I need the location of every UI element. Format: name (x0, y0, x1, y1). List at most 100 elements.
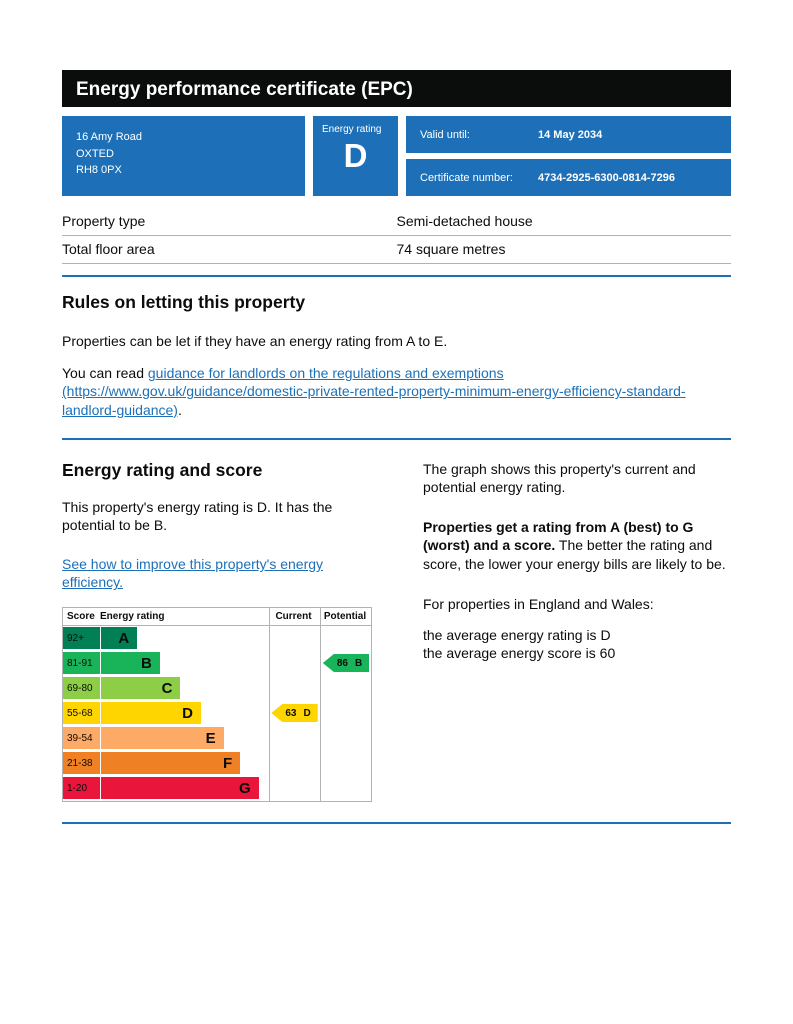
epc-band-bar-g: 1-20 G (63, 777, 259, 799)
certificate-number-label: Certificate number: (420, 171, 513, 184)
property-type-label: Property type (62, 213, 146, 229)
table-row-property-type: Property type Semi-detached house (62, 208, 731, 236)
epc-current-score: 63 (285, 707, 297, 719)
energy-rating-section: Energy rating and score This property's … (62, 460, 731, 802)
average-rating-line: the average energy rating is D (423, 626, 611, 643)
epc-band-row-a: 92+ A (63, 625, 371, 651)
epc-current-cell (269, 626, 320, 651)
rules-heading: Rules on letting this property (62, 292, 306, 312)
rating-explanation-rest: The better the rating and score, the low… (423, 537, 726, 572)
landlord-guidance-link[interactable]: guidance for landlords on the regulation… (62, 365, 686, 418)
rating-summary-paragraph: This property's energy rating is D. It h… (62, 498, 333, 533)
guidance-paragraph: You can read guidance for landlords on t… (62, 364, 731, 419)
epc-band-bar-e: 39-54 E (63, 727, 224, 749)
table-row-total-floor-area: Total floor area 74 square metres (62, 236, 731, 264)
energy-rating-chart: Score Energy rating Current Potential 92… (62, 606, 372, 802)
epc-band-area: 69-80 C (63, 675, 269, 701)
epc-band-score: 55-68 (67, 707, 93, 719)
epc-current-cell (269, 776, 320, 801)
epc-band-row-g: 1-20 G (63, 775, 372, 801)
epc-potential-cell (320, 676, 372, 701)
epc-band-bar-b: 81-91 B (63, 652, 160, 674)
epc-band-row-c: 69-80 C (63, 675, 372, 701)
address-line-1: 16 Amy Road (76, 131, 143, 143)
epc-band-letter: C (161, 679, 173, 697)
address-line-3: RH8 0PX (76, 164, 122, 176)
epc-current-cell (269, 751, 320, 776)
epc-band-area: 21-38 F (63, 750, 269, 776)
rating-left-column: Energy rating and score This property's … (62, 460, 384, 802)
epc-band-area: 55-68 D (63, 700, 269, 726)
improve-efficiency-link[interactable]: See how to improve this property's energ… (62, 556, 324, 591)
epc-band-area: 92+ A (63, 625, 269, 651)
epc-potential-cell (320, 751, 372, 776)
guidance-prefix: You can read (62, 365, 148, 382)
epc-potential-cell: 86 B (320, 651, 372, 676)
energy-rating-label: Energy rating (322, 124, 382, 135)
certificate-number-box: Certificate number: 4734-2925-6300-0814-… (406, 159, 731, 196)
valid-until-box: Valid until: 14 May 2034 (406, 116, 731, 153)
epc-band-score: 1-20 (67, 782, 88, 794)
average-rating-paragraph: the average energy rating is D the avera… (423, 626, 731, 662)
epc-band-score: 69-80 (67, 682, 93, 694)
address-line-2: OXTED (76, 147, 114, 160)
epc-band-score: 39-54 (67, 732, 93, 744)
valid-until-label: Valid until: (420, 128, 470, 141)
rating-right-column: The graph shows this property's current … (423, 460, 731, 802)
section-divider (62, 437, 731, 440)
energy-rating-value: D (343, 137, 368, 174)
property-summary-table: Property type Semi-detached house Total … (62, 208, 731, 264)
epc-band-score: 81-91 (67, 657, 93, 669)
epc-band-area: 1-20 G (63, 775, 269, 801)
chart-header-potential: Potential (323, 610, 367, 622)
rating-explanation-bold: Properties get a rating from A (best) to… (423, 519, 694, 554)
epc-current-cell (269, 726, 320, 751)
epc-potential-cell (320, 726, 372, 751)
epc-band-score: 92+ (67, 632, 84, 644)
epc-band-letter: F (222, 754, 233, 772)
epc-band-bar-c: 69-80 C (63, 677, 181, 699)
summary-banner: 16 Amy Road OXTED RH8 0PX Energy rating … (62, 116, 731, 196)
epc-band-area: 39-54 E (63, 725, 269, 751)
epc-page: Energy performance certificate (EPC) 16 … (62, 70, 731, 824)
epc-potential-arrow: 86 B (322, 654, 370, 672)
rating-explanation-paragraph: Properties get a rating from A (best) to… (423, 518, 731, 573)
epc-potential-cell (320, 701, 372, 726)
epc-band-letter: G (239, 779, 251, 797)
section-divider (62, 821, 731, 824)
total-floor-area-label: Total floor area (62, 241, 155, 257)
epc-band-bar-d: 55-68 D (63, 702, 202, 724)
total-floor-area-value: 74 square metres (396, 241, 506, 257)
chart-header-energy-rating: Energy rating (100, 610, 165, 622)
epc-band-letter: E (205, 729, 216, 747)
page-title: Energy performance certificate (EPC) (62, 70, 731, 107)
certificate-meta: Valid until: 14 May 2034 Certificate num… (406, 116, 731, 196)
epc-potential-score: 86 (336, 657, 348, 669)
rating-heading: Energy rating and score (62, 459, 263, 480)
epc-current-arrow: 63 D (271, 704, 318, 722)
guidance-suffix: . (177, 401, 182, 418)
epc-potential-cell (320, 776, 372, 801)
chart-header-current: Current (275, 610, 312, 622)
epc-current-letter: D (303, 707, 311, 719)
england-wales-paragraph: For properties in England and Wales: (423, 595, 654, 612)
property-address: 16 Amy Road OXTED RH8 0PX (62, 116, 305, 196)
epc-band-score: 21-38 (67, 757, 93, 769)
improve-paragraph: See how to improve this property's energ… (62, 555, 384, 591)
epc-band-row-f: 21-38 F (63, 750, 372, 776)
chart-header-score: Score (67, 610, 95, 622)
epc-potential-letter: B (354, 657, 363, 669)
chart-header-row: Score Energy rating Current Potential (63, 608, 371, 626)
epc-band-row-d: 55-68 D 63 D (63, 700, 372, 726)
epc-current-cell (269, 651, 320, 676)
epc-band-letter: D (182, 704, 194, 722)
rules-paragraph: Properties can be let if they have an en… (62, 333, 448, 349)
epc-band-area: 81-91 B (63, 650, 269, 676)
epc-band-letter: A (118, 629, 130, 647)
energy-rating-box: Energy rating D (313, 116, 398, 196)
average-score-line: the average energy score is 60 (423, 645, 616, 662)
epc-band-row-e: 39-54 E (63, 725, 372, 751)
epc-band-rows: 92+ A 81-91 B 86 B 69-80 C 55-68 (63, 625, 372, 801)
epc-band-row-b: 81-91 B 86 B (63, 650, 372, 676)
epc-current-cell (269, 676, 320, 701)
